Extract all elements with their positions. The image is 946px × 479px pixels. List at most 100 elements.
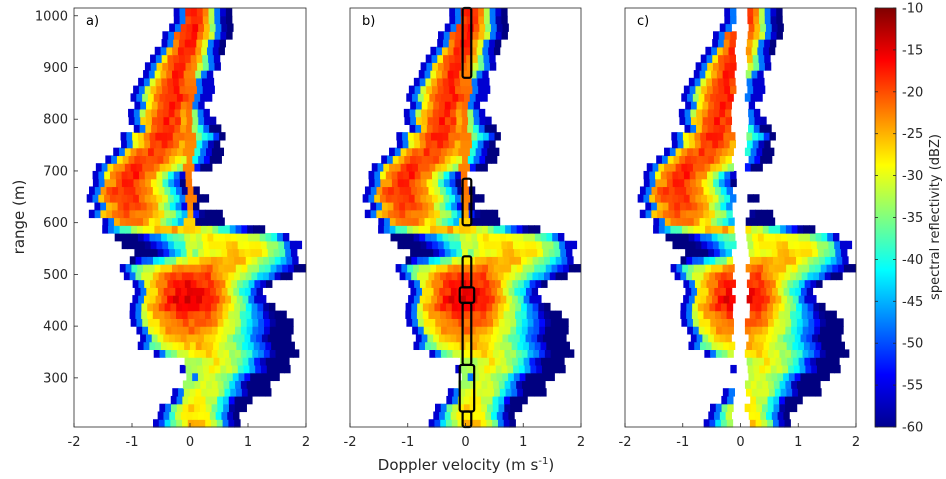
- spectrum-cell: [421, 333, 428, 343]
- spectrum-cell: [680, 256, 687, 265]
- spectrum-cell: [682, 264, 689, 273]
- spectrum-cell: [185, 85, 192, 94]
- spectrum-cell: [708, 287, 715, 296]
- spectrum-cell: [707, 178, 714, 188]
- x-tick-label: -2: [344, 435, 357, 450]
- spectrum-cell: [730, 8, 737, 17]
- spectrum-cell: [548, 248, 556, 257]
- spectrum-cell: [182, 93, 190, 102]
- spectrum-cell: [790, 271, 797, 281]
- spectrum-cell: [414, 279, 421, 288]
- spectrum-cell: [517, 233, 524, 242]
- spectrum-cell: [140, 333, 147, 343]
- spectrum-cell: [102, 225, 109, 234]
- spectrum-cell: [417, 318, 425, 327]
- spectrum-cell: [148, 163, 155, 172]
- spectrum-cell: [462, 209, 470, 219]
- spectrum-cell: [459, 388, 466, 397]
- spectrum-cell: [509, 271, 516, 281]
- spectrum-cell: [213, 279, 221, 288]
- spectrum-cell: [162, 194, 169, 203]
- spectrum-cell: [809, 264, 816, 273]
- spectrum-cell: [439, 209, 447, 219]
- spectrum-cell: [208, 85, 215, 94]
- spectrum-cell: [158, 302, 166, 312]
- spectrum-cell: [164, 209, 171, 219]
- spectrum-cell: [128, 155, 135, 164]
- spectrum-cell: [759, 31, 766, 40]
- spectrum-cell: [457, 302, 464, 312]
- spectrum-cell: [819, 302, 826, 312]
- spectrum-cell: [146, 209, 154, 219]
- spectrum-cell: [406, 318, 413, 327]
- spectrum-cell: [169, 201, 177, 211]
- spectrum-cell: [272, 364, 279, 374]
- spectrum-cell: [444, 23, 452, 32]
- spectrum-cell: [764, 54, 771, 63]
- spectrum-cell: [405, 271, 412, 281]
- spectrum-cell: [712, 139, 719, 149]
- spectrum-cell: [431, 295, 438, 304]
- spectrum-cell: [751, 225, 758, 234]
- spectrum-cell: [754, 23, 761, 32]
- colorbar-label: spectral reflectivity (dBZ): [928, 134, 943, 300]
- spectrum-cell: [447, 217, 454, 226]
- spectrum-cell: [697, 271, 705, 281]
- spectrum-cell: [424, 70, 431, 79]
- spectrum-cell: [230, 357, 238, 366]
- spectrum-cell: [473, 124, 480, 133]
- spectrum-cell: [450, 116, 458, 125]
- spectrum-cell: [130, 93, 137, 102]
- spectrum-cell: [215, 155, 222, 164]
- spectrum-cell: [438, 178, 445, 188]
- y-axis-title: range (m): [10, 180, 28, 255]
- spectrum-cell: [564, 240, 572, 250]
- spectrum-cell: [748, 155, 755, 164]
- spectrum-cell: [433, 201, 441, 211]
- spectrum-cell: [213, 341, 220, 351]
- spectrum-cell: [184, 132, 191, 141]
- spectrum-cell: [500, 233, 507, 242]
- spectrum-cell: [448, 341, 455, 351]
- spectrum-cell: [482, 233, 490, 242]
- spectrum-cell: [219, 295, 226, 304]
- spectrum-cell: [213, 39, 221, 48]
- spectrum-cell: [462, 411, 469, 420]
- spectrum-cell: [803, 341, 811, 351]
- spectrum-cell: [662, 201, 670, 211]
- spectrum-cell: [812, 248, 819, 257]
- spectrum-cell: [722, 388, 730, 397]
- spectrum-cell: [539, 264, 547, 273]
- spectrum-cell: [382, 209, 389, 219]
- spectrum-cell: [496, 333, 504, 343]
- spectrum-cell: [205, 302, 212, 312]
- spectrum-cell: [469, 395, 476, 405]
- spectrum-cell: [803, 264, 810, 273]
- spectrum-cell: [723, 295, 730, 304]
- spectrum-cell: [172, 341, 179, 351]
- spectrum-cell: [425, 233, 432, 242]
- spectrum-cell: [705, 46, 712, 56]
- spectrum-cell: [492, 419, 499, 428]
- spectrum-cell: [418, 70, 426, 79]
- spectrum-cell: [471, 132, 478, 141]
- spectrum-cell: [700, 139, 708, 149]
- spectrum-cell: [725, 23, 732, 32]
- spectrum-cell: [509, 395, 517, 405]
- spectrum-cell: [528, 264, 535, 273]
- spectrum-cell: [171, 225, 179, 234]
- spectrum-cell: [449, 194, 456, 203]
- spectrum-cell: [438, 124, 445, 133]
- spectrum-cell: [463, 302, 470, 312]
- spectrum-cell: [242, 279, 250, 288]
- spectrum-cell: [476, 264, 483, 273]
- spectrum-cell: [474, 209, 481, 219]
- spectrum-cell: [822, 364, 830, 374]
- spectrum-cell: [391, 170, 398, 180]
- spectrum-cell: [659, 217, 666, 226]
- spectrum-cell: [507, 364, 514, 374]
- spectrum-cell: [194, 318, 201, 327]
- spectrum-cell: [767, 147, 775, 157]
- spectrum-cell: [165, 147, 172, 157]
